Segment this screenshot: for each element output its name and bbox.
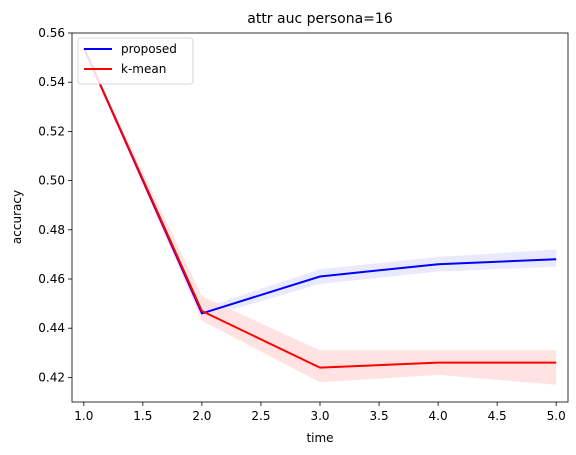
- y-tick-label: 0.54: [38, 75, 65, 89]
- line-k-mean: [82, 47, 557, 369]
- x-tick-label: 2.0: [192, 409, 211, 423]
- y-tick-label: 0.42: [38, 370, 65, 384]
- band-k-mean: [83, 47, 557, 385]
- plot-frame: [71, 32, 569, 403]
- x-tick-label: 4.0: [429, 409, 448, 423]
- x-tick-label: 1.5: [133, 409, 152, 423]
- y-tick-label: 0.44: [38, 321, 65, 335]
- x-tick-label: 2.5: [251, 409, 270, 423]
- x-axis-ticks: 1.0 1.5 2.0 2.5 3.0 3.5 4.0 4.5 5.0: [74, 402, 566, 423]
- series-lines: [82, 47, 557, 369]
- confidence-bands: [83, 47, 557, 385]
- x-tick-label: 4.5: [488, 409, 507, 423]
- y-axis-ticks: 0.42 0.44 0.46 0.48 0.50 0.52 0.54 0.56: [38, 26, 72, 384]
- y-tick-label: 0.48: [38, 223, 65, 237]
- x-tick-label: 1.0: [74, 409, 93, 423]
- y-tick-label: 0.50: [38, 174, 65, 188]
- y-tick-label: 0.46: [38, 272, 65, 286]
- legend: proposed k-mean: [77, 37, 194, 85]
- x-tick-label: 5.0: [547, 409, 566, 423]
- legend-label-proposed: proposed: [121, 42, 177, 56]
- x-tick-label: 3.5: [370, 409, 389, 423]
- legend-label-k-mean: k-mean: [121, 62, 166, 76]
- y-axis-label: accuracy: [10, 190, 24, 244]
- x-axis-label: time: [306, 431, 333, 445]
- band-proposed: [83, 47, 557, 319]
- y-tick-label: 0.52: [38, 124, 65, 138]
- y-tick-label: 0.56: [38, 26, 65, 40]
- chart-title: attr auc persona=16: [247, 11, 393, 27]
- x-tick-label: 3.0: [310, 409, 329, 423]
